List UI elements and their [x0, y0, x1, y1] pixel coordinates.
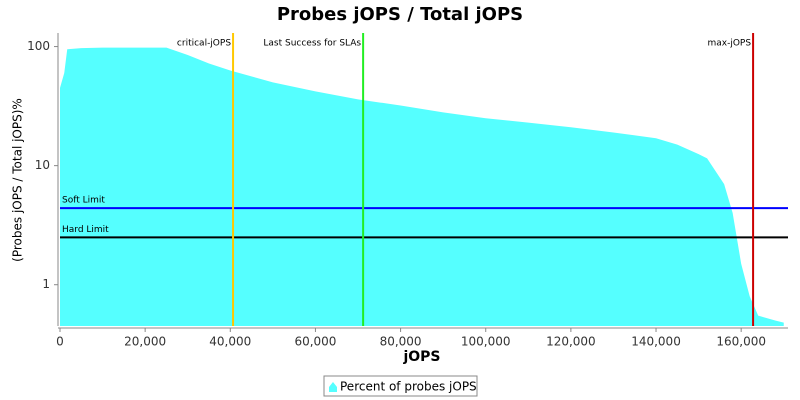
- limit-label: Hard Limit: [62, 225, 109, 235]
- legend-marker: [329, 382, 337, 392]
- chart-title: Probes jOPS / Total jOPS: [277, 4, 523, 25]
- area: [60, 47, 784, 326]
- x-tick-label: 120,000: [546, 335, 596, 349]
- x-tick-label: 100,000: [461, 335, 511, 349]
- x-tick-label: 40,000: [209, 335, 251, 349]
- legend-label: Percent of probes jOPS: [340, 380, 477, 394]
- y-tick-label: 10: [35, 158, 50, 172]
- x-tick-label: 80,000: [380, 335, 422, 349]
- marker-label: max-jOPS: [707, 39, 751, 49]
- marker-label: Last Success for SLAs: [263, 39, 361, 49]
- x-tick-label: 140,000: [631, 335, 681, 349]
- y-tick-label: 100: [27, 39, 50, 53]
- x-tick-label: 0: [56, 335, 64, 349]
- legend: [323, 375, 478, 397]
- limit-label: Soft Limit: [62, 196, 105, 206]
- x-axis-label: jOPS: [402, 349, 440, 365]
- x-tick-label: 160,000: [716, 335, 766, 349]
- x-tick-label: 20,000: [124, 335, 166, 349]
- x-tick-label: 60,000: [294, 335, 336, 349]
- marker-label: critical-jOPS: [177, 39, 231, 49]
- y-tick-label: 1: [42, 277, 50, 291]
- y-axis-label: (Probes jOPS / Total jOPS)%: [11, 98, 25, 262]
